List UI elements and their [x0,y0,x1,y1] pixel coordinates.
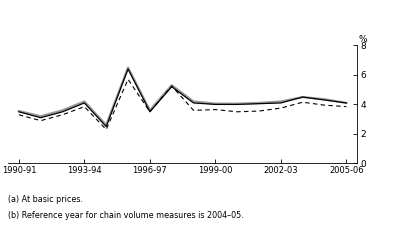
Text: (a) At basic prices.: (a) At basic prices. [8,195,83,204]
Text: (b) Reference year for chain volume measures is 2004–05.: (b) Reference year for chain volume meas… [8,211,244,220]
Text: %: % [359,35,368,44]
